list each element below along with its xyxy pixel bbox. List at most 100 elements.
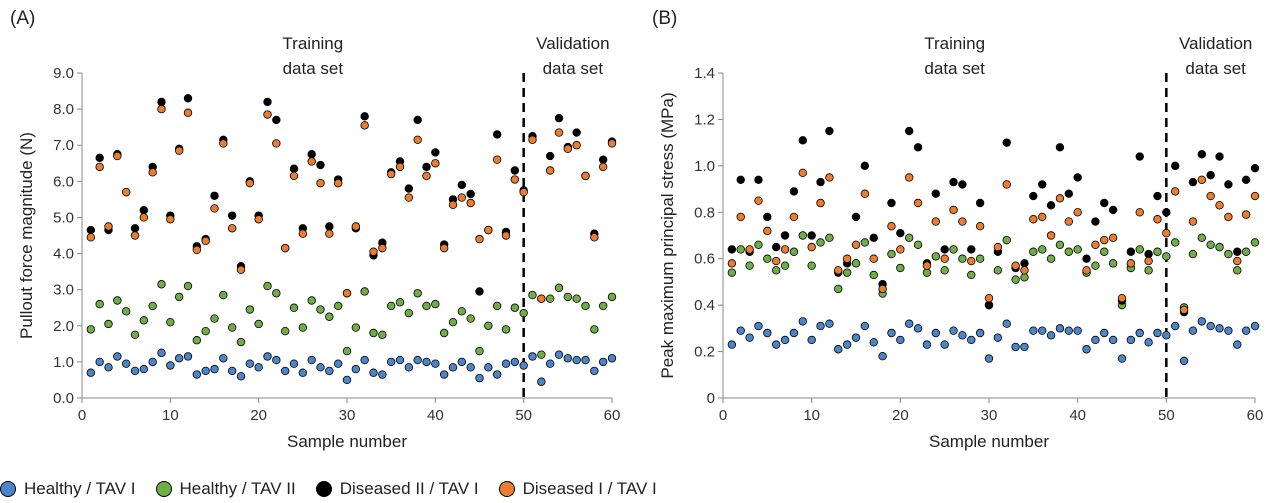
panel-a-point-healthy-tav-i	[404, 363, 414, 372]
panel-a-point-healthy-tav-ii	[501, 325, 511, 334]
panel-a-point-healthy-tav-ii	[360, 287, 369, 296]
panel-b-point-diseased-i-tav-i	[860, 189, 870, 198]
panel-a-point-healthy-tav-i	[607, 354, 617, 363]
panel-b-y-tick-label: 0.6	[694, 251, 715, 268]
panel-a-point-diseased-i-tav-i	[333, 178, 343, 188]
panel-b-point-healthy-tav-i	[1241, 326, 1251, 335]
panel-a-point-healthy-tav-i	[448, 363, 458, 372]
panel-b-point-healthy-tav-i	[1091, 335, 1100, 345]
panel-b-point-healthy-tav-i	[1162, 331, 1171, 340]
panel-b-point-diseased-i-tav-i	[913, 198, 923, 208]
panel-b-y-tick-label: 0.4	[694, 297, 715, 314]
panel-a-point-healthy-tav-i	[369, 368, 378, 377]
panel-b-point-healthy-tav-ii	[1108, 259, 1118, 268]
panel-b-point-healthy-tav-ii	[1100, 247, 1109, 256]
panel-a-point-healthy-tav-i	[183, 352, 193, 361]
panel-a-point-diseased-i-tav-i	[236, 265, 246, 275]
panel-b-point-diseased-i-tav-i	[745, 245, 754, 254]
panel-a-point-diseased-ii-tav-i	[183, 94, 193, 103]
panel-a-point-diseased-ii-tav-i	[210, 191, 219, 200]
panel-a-point-diseased-ii-tav-i	[227, 211, 237, 220]
panel-b-point-healthy-tav-ii	[913, 240, 923, 249]
panel-b-point-healthy-tav-ii	[949, 245, 958, 254]
panel-b-validation-label: Validation	[1179, 34, 1252, 53]
panel-a-point-healthy-tav-ii	[395, 298, 405, 307]
panel-a-point-healthy-tav-i	[192, 370, 202, 379]
panel-b-point-diseased-i-tav-i	[949, 205, 958, 215]
panel-a-point-healthy-tav-i	[519, 361, 528, 370]
panel-a-point-diseased-ii-tav-i	[95, 153, 104, 163]
panel-a-label: (A)	[10, 8, 35, 29]
panel-a-point-diseased-i-tav-i	[484, 225, 493, 235]
panel-b-point-healthy-tav-i	[1002, 319, 1011, 328]
panel-b-point-healthy-tav-i	[1100, 328, 1109, 338]
panel-b-point-healthy-tav-i	[763, 328, 772, 338]
panel-b-point-healthy-tav-ii	[1241, 247, 1251, 256]
panel-a-point-healthy-tav-ii	[439, 328, 449, 338]
panel-b-point-healthy-tav-ii	[1002, 235, 1011, 245]
panel-a-point-diseased-i-tav-i	[325, 229, 334, 238]
panel-b-point-diseased-i-tav-i	[1055, 194, 1065, 203]
panel-a-point-diseased-ii-tav-i	[413, 115, 422, 125]
panel-b-point-diseased-ii-tav-i	[1188, 177, 1198, 187]
panel-b-point-diseased-ii-tav-i	[1215, 152, 1224, 161]
panel-b-point-diseased-ii-tav-i	[949, 177, 958, 187]
panel-b-point-healthy-tav-i	[754, 321, 763, 331]
panel-a-point-diseased-i-tav-i	[554, 128, 564, 137]
panel-a-point-healthy-tav-i	[307, 355, 316, 365]
panel-b-point-diseased-i-tav-i	[1233, 256, 1242, 266]
panel-a-point-healthy-tav-i	[510, 357, 520, 367]
panel-a-training-label: Training	[282, 34, 343, 53]
panel-a-point-healthy-tav-i	[245, 359, 255, 368]
panel-b-y-tick-label: 0.8	[694, 204, 715, 221]
panel-a-point-healthy-tav-i	[157, 348, 166, 358]
panel-b-point-diseased-i-tav-i	[1037, 212, 1047, 222]
panel-a-point-diseased-i-tav-i	[590, 233, 599, 242]
panel-a-point-healthy-tav-ii	[351, 323, 361, 332]
panel-a-point-diseased-i-tav-i	[598, 162, 608, 172]
panel-a-point-healthy-tav-ii	[369, 328, 378, 338]
panel-b-point-diseased-ii-tav-i	[1108, 205, 1118, 215]
panel-a-point-healthy-tav-i	[263, 352, 272, 361]
panel-a-point-healthy-tav-i	[590, 366, 599, 376]
panel-a-point-healthy-tav-i	[166, 361, 175, 370]
legend-item: Diseased I / TAV I	[498, 479, 657, 499]
panel-a-point-healthy-tav-ii	[484, 321, 493, 330]
panel-a-point-diseased-i-tav-i	[369, 247, 378, 256]
panel-a-point-healthy-tav-ii	[139, 316, 149, 325]
panel-a-point-healthy-tav-ii	[572, 294, 581, 303]
panel-a-point-healthy-tav-ii	[130, 330, 140, 340]
panel-b-point-healthy-tav-i	[736, 326, 745, 335]
panel-a-point-healthy-tav-ii	[333, 301, 343, 311]
panel-a-point-diseased-i-tav-i	[130, 231, 140, 240]
panel-b-point-healthy-tav-ii	[780, 261, 790, 270]
panel-a-point-diseased-i-tav-i	[386, 169, 396, 179]
panel-a-point-diseased-i-tav-i	[351, 222, 361, 231]
panel-a-point-healthy-tav-ii	[148, 301, 157, 311]
panel-b-point-diseased-ii-tav-i	[1100, 198, 1109, 208]
panel-a-point-diseased-i-tav-i	[192, 245, 202, 255]
panel-a-y-tick-label: 9.0	[53, 65, 74, 82]
panel-a-point-healthy-tav-ii	[298, 323, 308, 332]
panel-a-x-tick-label: 0	[78, 407, 86, 424]
panel-b-point-diseased-ii-tav-i	[1029, 191, 1038, 201]
panel-b-point-healthy-tav-ii	[922, 268, 932, 277]
panel-a-point-healthy-tav-ii	[113, 296, 122, 305]
panel-b-x-tick-label: 50	[1158, 407, 1175, 424]
panel-a-point-healthy-tav-ii	[316, 305, 325, 314]
panel-a-point-diseased-i-tav-i	[289, 171, 299, 181]
panel-b-point-diseased-ii-tav-i	[860, 161, 870, 171]
panel-a-point-diseased-ii-tav-i	[139, 206, 149, 215]
panel-b-point-healthy-tav-ii	[1055, 240, 1065, 249]
panel-a-point-healthy-tav-i	[351, 364, 361, 374]
panel-a-point-healthy-tav-ii	[475, 346, 484, 356]
panel-b-point-healthy-tav-i	[1108, 335, 1118, 345]
panel-b-point-healthy-tav-i	[834, 345, 843, 354]
panel-b-point-diseased-i-tav-i	[1153, 215, 1162, 224]
panel-b-point-healthy-tav-ii	[1091, 261, 1100, 270]
panel-a-point-healthy-tav-i	[113, 352, 122, 361]
panel-a-point-diseased-ii-tav-i	[572, 128, 581, 137]
panel-b-point-healthy-tav-i	[967, 335, 976, 345]
panel-b-point-healthy-tav-ii	[1073, 245, 1082, 254]
panel-b-point-diseased-i-tav-i	[887, 222, 896, 231]
